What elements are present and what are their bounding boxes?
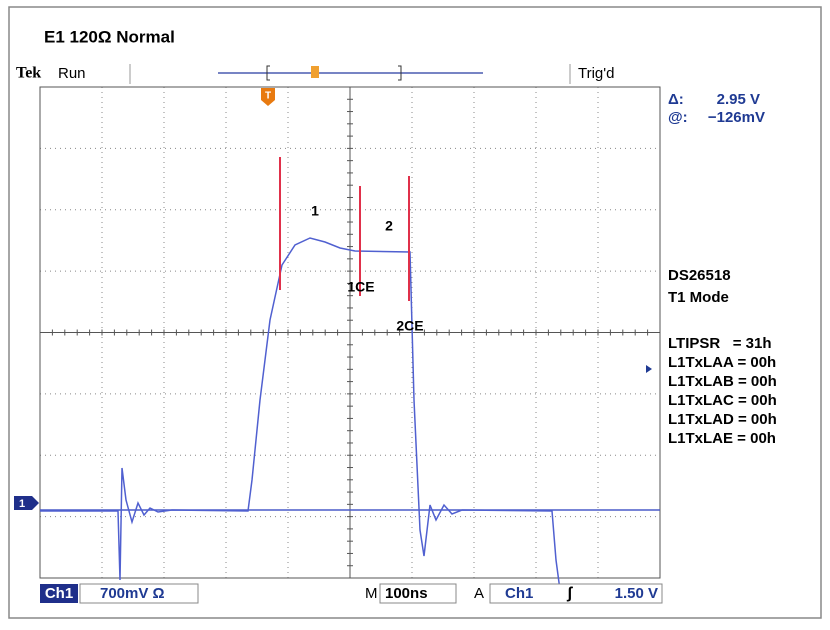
- title: E1 120Ω Normal: [44, 27, 175, 46]
- annotation: 1CE: [347, 279, 374, 295]
- scope-screen: E1 120Ω Normal Tek Run Trig'd T 1 1 2 1C…: [0, 0, 830, 625]
- channel-marker-label: 1: [19, 498, 25, 510]
- trigger-source: Ch1: [505, 585, 533, 602]
- trigger-slope: ʃ: [566, 585, 573, 602]
- scale: 700mV Ω: [100, 585, 165, 602]
- annotation: 2CE: [396, 318, 423, 334]
- timebase: 100ns: [385, 585, 428, 602]
- at-value: −126mV: [708, 109, 765, 126]
- device-name: DS26518: [668, 267, 731, 284]
- trigger-label: A: [474, 585, 484, 602]
- register: L1TxLAB = 00h: [668, 373, 777, 390]
- register: L1TxLAC = 00h: [668, 392, 777, 409]
- register: LTIPSR = 31h: [668, 335, 772, 352]
- channel: Ch1: [45, 585, 73, 602]
- trigger-marker-label: T: [265, 91, 271, 102]
- frame: [9, 7, 821, 618]
- brand: Tek: [16, 65, 41, 82]
- register: L1TxLAD = 00h: [668, 411, 777, 428]
- trigger-pos: [311, 66, 319, 78]
- device-mode: T1 Mode: [668, 289, 729, 306]
- run-state: Run: [58, 65, 86, 82]
- annotation: 2: [385, 218, 393, 234]
- register: L1TxLAE = 00h: [668, 430, 776, 447]
- time-label: M: [365, 585, 378, 602]
- annotation: 1: [311, 203, 319, 219]
- delta-value: 2.95 V: [717, 91, 760, 108]
- delta-label: Δ:: [668, 91, 684, 108]
- at-label: @:: [668, 109, 688, 126]
- register: L1TxLAA = 00h: [668, 354, 776, 371]
- trigger-level: 1.50 V: [615, 585, 658, 602]
- trig-state: Trig'd: [578, 65, 614, 82]
